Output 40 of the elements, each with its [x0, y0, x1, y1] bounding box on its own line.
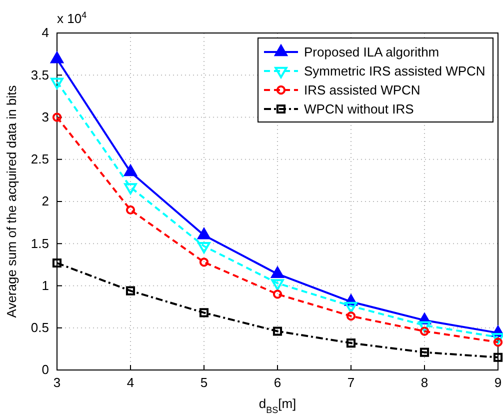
point: [52, 112, 62, 122]
x-tick-label: 7: [347, 375, 355, 390]
x-tick-label: 6: [274, 375, 282, 390]
point: [271, 266, 284, 278]
y-tick-label: 2: [42, 194, 49, 209]
y-axis-title: Average sum of the acquired data in bits: [4, 84, 19, 318]
y-tick-label: 4: [42, 25, 49, 40]
legend-label: IRS assisted WPCN: [304, 82, 420, 98]
y-tick-label: 0.5: [30, 320, 49, 336]
y-tick-label: 1: [42, 278, 49, 293]
x-tick-label: 8: [420, 375, 428, 390]
point: [126, 205, 136, 214]
x-axis-title: d$_{BS}$[m]: [258, 396, 296, 415]
point: [420, 348, 430, 357]
point: [124, 164, 137, 176]
point: [52, 258, 62, 268]
y-tick-label: 3.5: [30, 67, 49, 82]
point: [493, 338, 503, 347]
legend-label: Symmetric IRS assisted WPCN: [304, 64, 486, 78]
legend-label: Proposed ILA algorithm: [304, 44, 440, 60]
y-tick-label: 2.5: [30, 152, 49, 167]
x-tick-label: 4: [126, 375, 134, 390]
y-tick-label: 3: [42, 109, 49, 124]
point: [346, 312, 356, 321]
point: [199, 308, 209, 318]
x-tick-label: 9: [494, 375, 502, 390]
y-tick-label: 1.5: [30, 236, 49, 251]
point: [199, 258, 209, 267]
point: [272, 326, 282, 336]
point: [493, 352, 503, 362]
legend-label: WPCN without IRS: [304, 102, 414, 116]
x-tick-label: 5: [200, 375, 208, 390]
point: [272, 290, 282, 299]
point: [126, 286, 136, 296]
point: [346, 338, 356, 348]
y-tick-label: 0: [42, 362, 49, 378]
x-tick-label: 3: [53, 375, 61, 390]
point: [198, 228, 210, 240]
point: [50, 52, 64, 64]
text: x 10$^{4}$: [57, 10, 87, 26]
